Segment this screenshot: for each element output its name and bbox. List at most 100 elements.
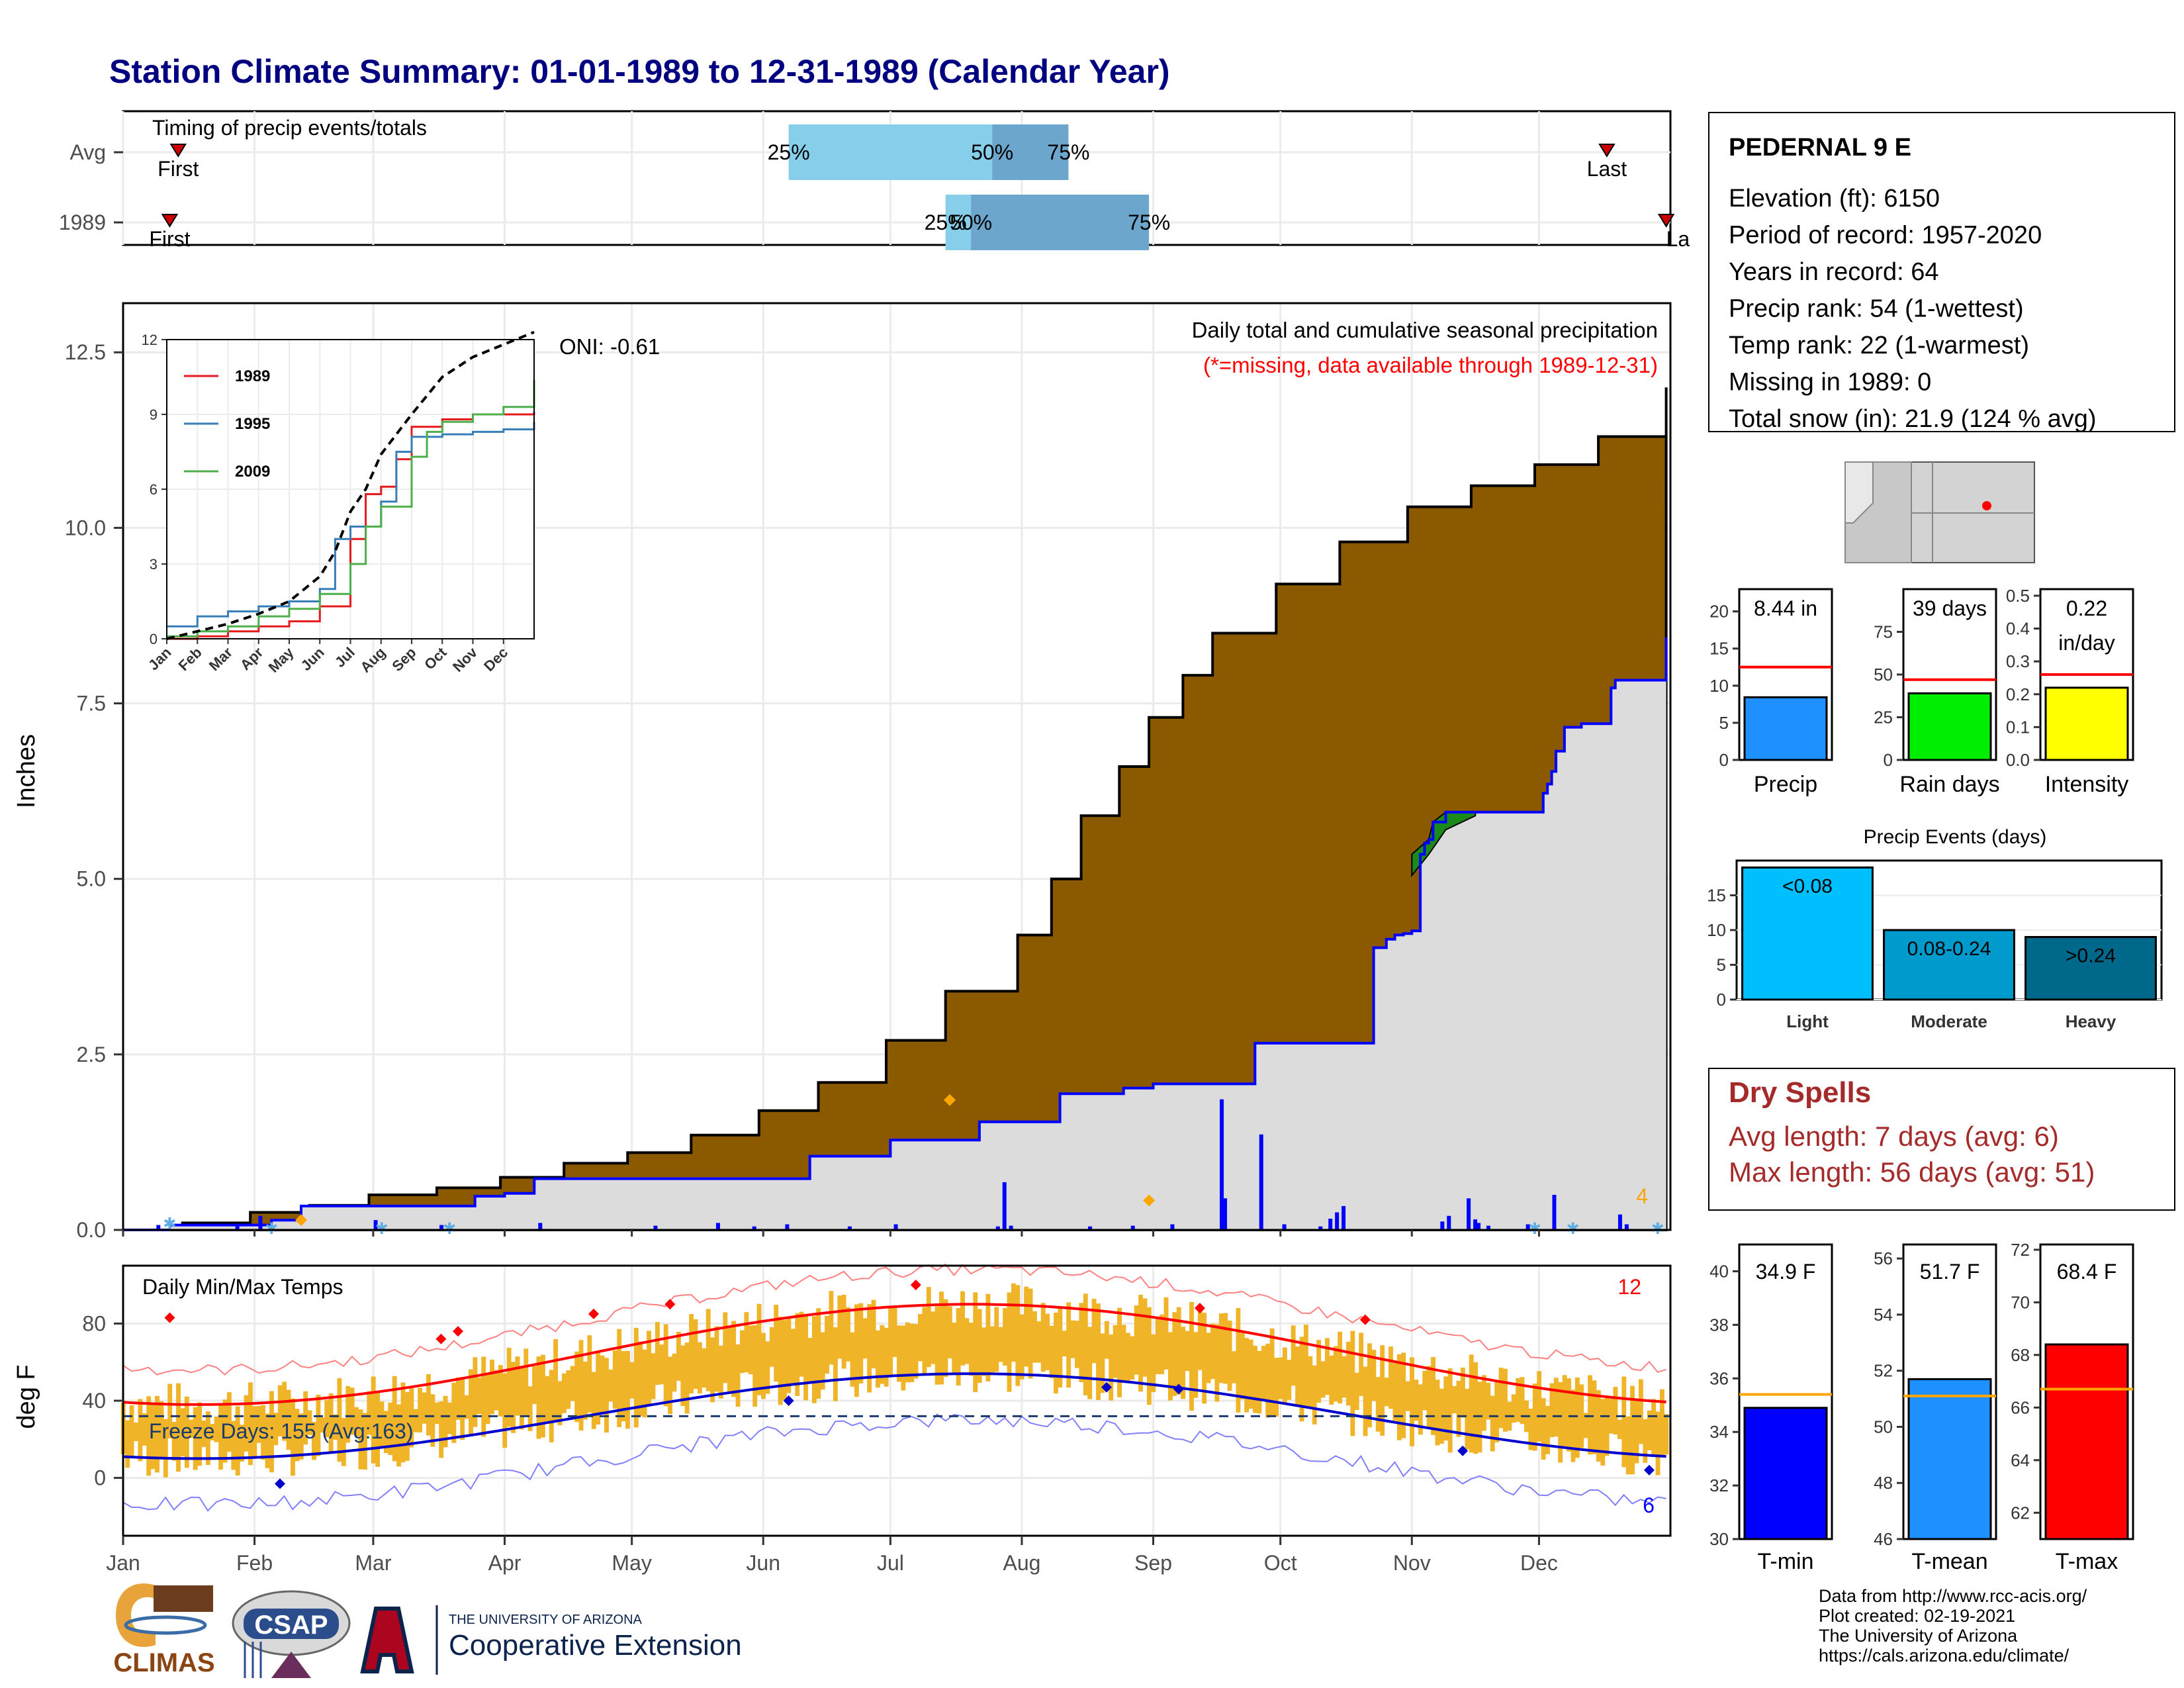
- daily-temp-bar: [956, 1308, 961, 1385]
- daily-precip-bar: [1318, 1226, 1323, 1230]
- daily-temp-bar: [727, 1325, 732, 1392]
- daily-temp-bar: [1422, 1370, 1428, 1411]
- daily-temp-bar: [312, 1422, 316, 1460]
- daily-temp-bar: [1282, 1347, 1287, 1403]
- temp-bar-tick-label: 48: [1874, 1473, 1893, 1493]
- timing-p75-label: 75%: [1047, 140, 1089, 164]
- daily-temp-bar: [422, 1392, 427, 1424]
- daily-temp-bar: [1218, 1313, 1224, 1383]
- precip-bar-tick-label: 75: [1874, 622, 1893, 642]
- daily-temp-bar: [1659, 1389, 1664, 1457]
- daily-temp-bar: [396, 1404, 402, 1467]
- daily-temp-bar: [189, 1419, 194, 1438]
- daily-precip-bar: [1223, 1198, 1228, 1230]
- daily-temp-bar: [782, 1319, 787, 1400]
- month-tick-label: Jan: [106, 1551, 140, 1575]
- daily-temp-bar: [676, 1331, 681, 1381]
- daily-temp-bar: [222, 1399, 228, 1463]
- daily-temp-bar: [841, 1294, 846, 1369]
- daily-temp-bar: [655, 1322, 660, 1385]
- daily-temp-bar: [256, 1405, 261, 1443]
- daily-temp-bar: [320, 1417, 325, 1433]
- locator-map: [1844, 461, 2035, 563]
- daily-temp-bar: [1291, 1325, 1296, 1386]
- daily-temp-bar: [1104, 1321, 1109, 1359]
- daily-temp-bar: [261, 1405, 266, 1460]
- dry-spells-title: Dry Spells: [1729, 1076, 1871, 1109]
- daily-temp-bar: [926, 1287, 931, 1368]
- month-tick-label: Jun: [746, 1551, 780, 1575]
- daily-temp-bar: [820, 1332, 825, 1390]
- daily-temp-bar: [1155, 1317, 1160, 1374]
- daily-temp-bar: [1138, 1294, 1144, 1392]
- daily-temp-bar: [1405, 1381, 1410, 1411]
- daily-temp-bar: [383, 1411, 388, 1453]
- daily-temp-bar: [633, 1327, 639, 1428]
- daily-precip-bar: [258, 1215, 263, 1230]
- daily-temp-bar: [612, 1350, 617, 1409]
- precip-bar-tick-label: 0.4: [2006, 619, 2030, 639]
- daily-temp-bar: [1651, 1399, 1657, 1456]
- daily-temp-bar: [918, 1314, 923, 1362]
- daily-precip-bar: [439, 1225, 444, 1230]
- daily-temp-bar: [1354, 1372, 1359, 1410]
- daily-precip-bar: [1617, 1214, 1622, 1230]
- temp-bar: [1907, 1378, 1992, 1540]
- daily-temp-bar: [1172, 1312, 1177, 1396]
- month-tick-label: Jul: [877, 1551, 904, 1575]
- daily-temp-bar: [1418, 1384, 1423, 1435]
- record-high-marker: [588, 1308, 600, 1319]
- daily-temp-bar: [125, 1420, 130, 1468]
- timing-bar-q1: [945, 195, 972, 250]
- month-tick-label: Mar: [355, 1551, 391, 1575]
- daily-temp-bar: [765, 1341, 770, 1394]
- daily-precip-bar: [1525, 1224, 1530, 1230]
- daily-temp-bar: [1486, 1382, 1491, 1420]
- daily-precip-bar: [893, 1224, 898, 1230]
- daily-temp-bar: [1545, 1405, 1550, 1454]
- timing-bar-q2: [992, 124, 1069, 180]
- credit-line: Data from http://www.rcc-acis.org/: [1819, 1586, 2087, 1606]
- last-event-marker: [1598, 144, 1615, 158]
- daily-temp-bar: [1596, 1390, 1601, 1462]
- daily-temp-bar: [778, 1317, 783, 1405]
- station-name: PEDERNAL 9 E: [1729, 134, 1911, 162]
- temp-bar-tick-label: 52: [1874, 1361, 1893, 1381]
- daily-temp-bar: [1223, 1313, 1228, 1384]
- daily-temp-bar: [803, 1315, 808, 1401]
- daily-temp-bar: [973, 1292, 978, 1392]
- station-info-line: Elevation (ft): 6150: [1729, 185, 1940, 212]
- daily-temp-bar: [1647, 1410, 1652, 1450]
- daily-temp-bar: [265, 1413, 270, 1468]
- record-high-line: [122, 1263, 1666, 1376]
- daily-temp-bar: [481, 1356, 486, 1437]
- daily-temp-bar: [1329, 1355, 1334, 1405]
- daily-temp-bar: [947, 1306, 952, 1359]
- daily-precip-bar: [1335, 1212, 1340, 1230]
- events-category-label: Moderate: [1911, 1011, 1987, 1031]
- daily-temp-bar: [1269, 1328, 1275, 1415]
- daily-temp-bar: [1240, 1333, 1245, 1399]
- daily-temp-bar: [1338, 1331, 1343, 1404]
- daily-temp-bar: [1380, 1345, 1385, 1436]
- daily-temp-bar: [375, 1392, 381, 1467]
- page-title: Station Climate Summary: 01-01-1989 to 1…: [109, 53, 1170, 90]
- daily-temp-bar: [1456, 1380, 1461, 1437]
- daily-temp-bar: [1287, 1360, 1292, 1400]
- events-bar: [1741, 867, 1874, 1001]
- daily-precip-bar: [1220, 1099, 1224, 1230]
- daily-precip-bar: [1342, 1205, 1346, 1230]
- daily-temp-bar: [1664, 1414, 1669, 1455]
- month-tick-label: Apr: [488, 1551, 522, 1575]
- daily-temp-bar: [150, 1403, 156, 1470]
- daily-temp-bar: [1588, 1375, 1592, 1455]
- temp-bar-category: T-mean: [1911, 1549, 1987, 1574]
- climas-logo-text: CLIMAS: [113, 1648, 214, 1677]
- inset-y-tick-label: 6: [150, 481, 158, 498]
- daily-temp-bar: [960, 1291, 965, 1366]
- daily-temp-bar: [451, 1382, 457, 1443]
- daily-temp-bar: [880, 1325, 885, 1384]
- daily-temp-bar: [1087, 1327, 1093, 1399]
- oni-value: ONI: -0.61: [559, 334, 660, 359]
- station-info-line: Missing in 1989: 0: [1729, 369, 1931, 397]
